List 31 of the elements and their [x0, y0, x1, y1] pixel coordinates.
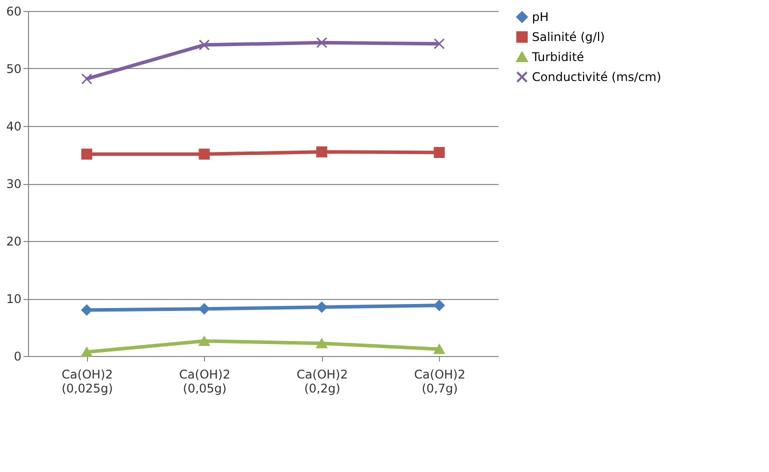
- point: [434, 146, 445, 158]
- point: [316, 302, 328, 313]
- point: [81, 347, 92, 357]
- point: [434, 300, 445, 311]
- point: [316, 146, 328, 158]
- point: [198, 336, 210, 346]
- legend-label: Turbidité: [531, 50, 584, 64]
- point: [434, 344, 445, 354]
- y-tick-label: 40: [6, 120, 22, 134]
- point: [316, 37, 328, 48]
- point: [81, 148, 92, 160]
- legend-label: pH: [532, 10, 549, 24]
- x-tick-label: Ca(OH)2 (0,7g): [414, 368, 466, 396]
- point: [81, 304, 92, 316]
- point: [316, 338, 328, 348]
- point: [198, 303, 210, 314]
- point: [434, 38, 445, 50]
- x-tick-label: Ca(OH)2 (0,05g): [179, 368, 230, 396]
- legend-label: Salinité (g/l): [532, 30, 605, 44]
- y-tick-label: 0: [14, 350, 22, 364]
- y-tick-label: 30: [6, 177, 22, 191]
- point: [198, 148, 210, 160]
- y-tick-label: 20: [6, 234, 22, 248]
- point: [198, 39, 210, 50]
- x-tick-label: Ca(OH)2 (0,2g): [296, 368, 348, 396]
- x-tick-label: Ca(OH)2 (0,025g): [62, 368, 113, 396]
- y-tick-label: 10: [6, 292, 22, 306]
- legend-label: Conductivité (ms/cm): [532, 70, 662, 84]
- y-tick-label: 60: [6, 4, 22, 18]
- y-tick-label: 50: [6, 62, 22, 76]
- point: [81, 73, 92, 84]
